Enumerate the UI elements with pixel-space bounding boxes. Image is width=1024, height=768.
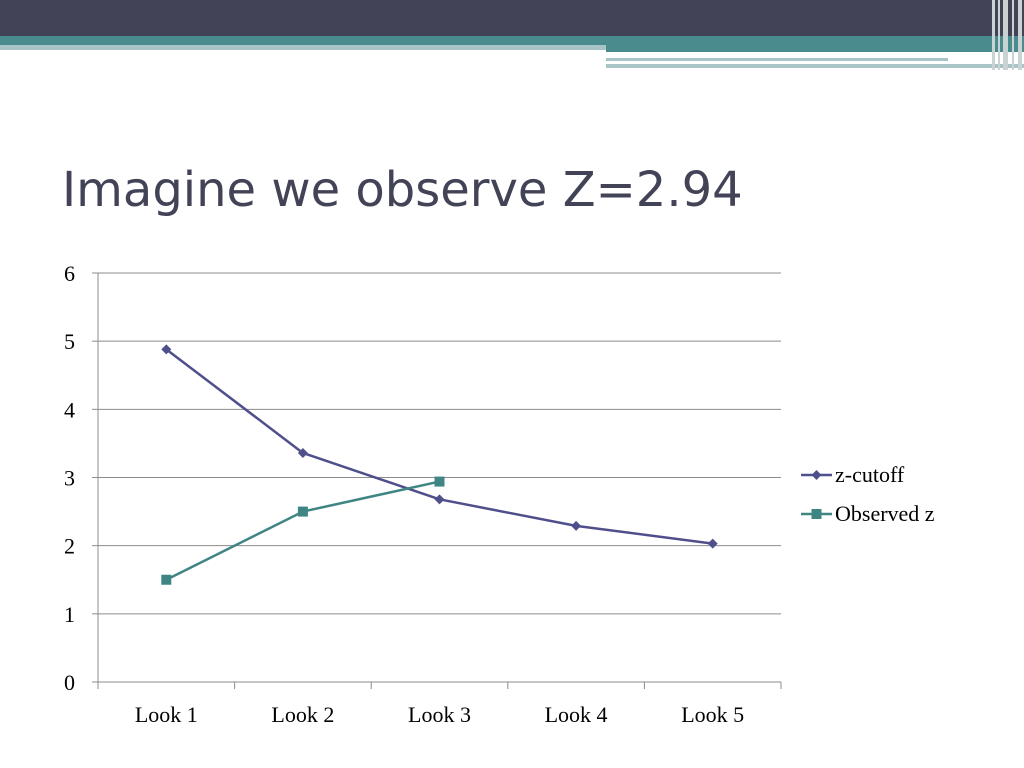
legend-marker — [811, 470, 822, 480]
data-point — [161, 344, 172, 355]
header-corner-stripes — [992, 0, 1024, 70]
header-light-stripe-lower — [606, 64, 826, 68]
data-point — [434, 476, 445, 487]
y-tick-label: 0 — [64, 670, 75, 695]
axes — [92, 272, 782, 689]
legend-label: z-cutoff — [835, 462, 905, 487]
header-teal-band — [0, 36, 1024, 45]
x-tick-label: Look 5 — [681, 702, 744, 727]
header-teal-band-right — [606, 45, 1024, 52]
y-tick-label: 4 — [64, 397, 75, 422]
data-point — [297, 506, 308, 517]
y-tick-label: 6 — [64, 261, 75, 286]
header-dark-band — [0, 0, 1024, 36]
x-tick-label: Look 1 — [135, 702, 198, 727]
data-point — [161, 574, 172, 585]
y-tick-label: 2 — [64, 534, 75, 559]
gridlines — [98, 272, 781, 615]
header-light-stripe-lower-right — [826, 64, 1024, 68]
data-point — [297, 447, 308, 458]
x-tick-label: Look 4 — [545, 702, 608, 727]
slide-title: Imagine we observe Z=2.94 — [62, 162, 743, 218]
y-tick-label: 5 — [64, 329, 75, 354]
data-point — [434, 494, 445, 505]
header-light-stripe-right — [606, 58, 948, 61]
data-point — [571, 520, 582, 531]
series-lines — [161, 344, 718, 585]
legend: z-cutoff Observed z — [801, 462, 935, 526]
legend-label: Observed z — [835, 501, 935, 526]
header-light-stripe — [0, 45, 606, 50]
series-line-0 — [165, 348, 713, 545]
x-tick-label: Look 3 — [408, 702, 471, 727]
y-tick-label: 1 — [64, 602, 75, 627]
x-tick-label: Look 2 — [271, 702, 334, 727]
series-line-1 — [165, 480, 440, 581]
y-tick-label: 3 — [64, 466, 75, 491]
tick-labels: 0 1 2 3 4 5 6 Look 1 Look 2 Look 3 Look 4 Look 5 — [64, 261, 744, 727]
data-point — [707, 538, 718, 549]
legend-marker — [811, 509, 822, 519]
